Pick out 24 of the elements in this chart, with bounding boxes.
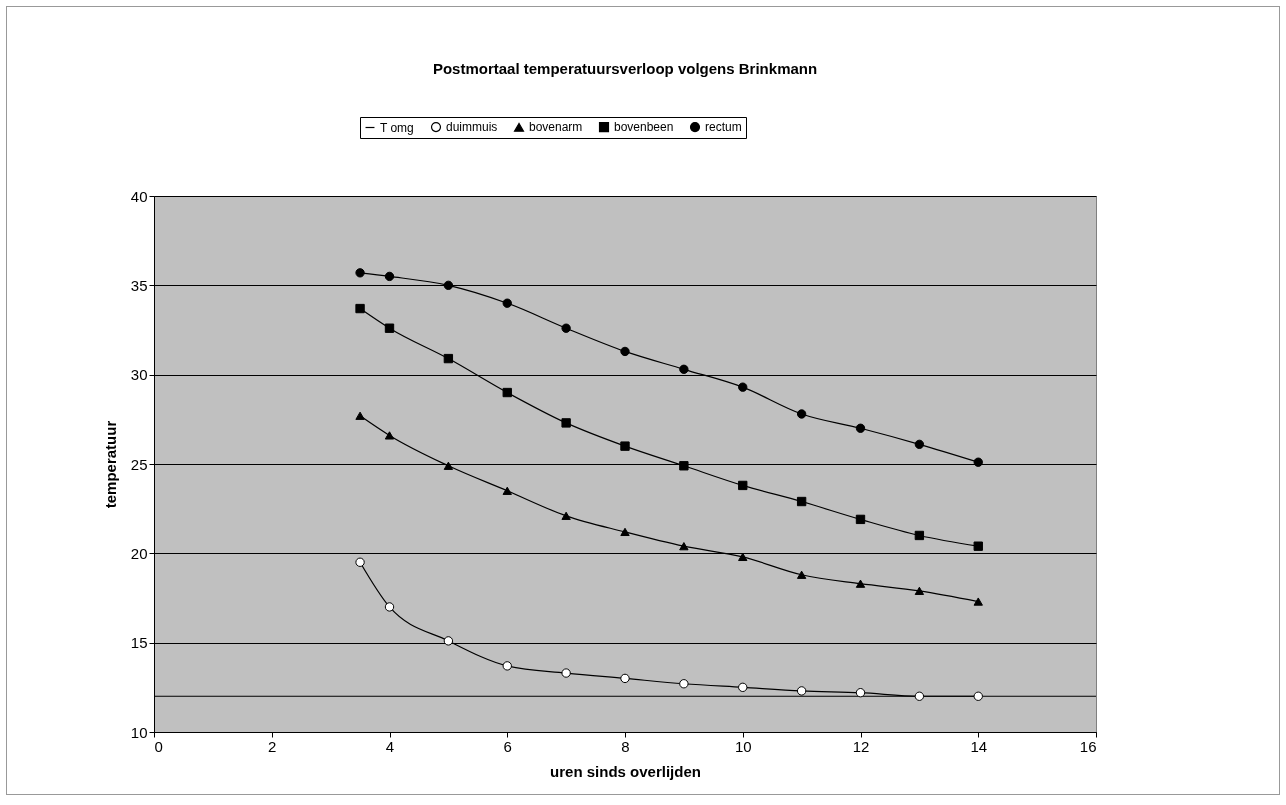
y-tick-label: 25 — [130, 455, 148, 473]
y-axis-title: temperatuur — [101, 420, 119, 509]
y-tick-label: 40 — [130, 187, 148, 205]
x-axis-title: uren sinds overlijden — [550, 762, 701, 780]
legend-label: T omg — [380, 120, 414, 135]
x-tick-label: 16 — [1079, 737, 1097, 755]
y-tick-label: 10 — [130, 723, 148, 741]
y-tick-label: 30 — [130, 366, 148, 384]
y-tick-label: 20 — [130, 544, 148, 562]
legend-label: bovenbeen — [614, 120, 674, 135]
legend-label: duimmuis — [446, 120, 498, 135]
y-tick-label: 15 — [130, 634, 148, 652]
x-tick-label: 14 — [970, 737, 988, 755]
legend-label: rectum — [705, 120, 742, 135]
x-tick-label: 4 — [385, 737, 395, 755]
x-tick-label: 8 — [621, 737, 630, 755]
x-tick-label: 6 — [503, 737, 512, 755]
x-tick-label: 10 — [734, 737, 752, 755]
chart-title: Postmortaal temperatuursverloop volgens Brinkmann — [432, 59, 818, 77]
legend-label: bovenarm — [529, 120, 583, 135]
y-tick-label: 35 — [130, 276, 148, 294]
x-tick-label: 2 — [268, 737, 277, 755]
x-tick-label: 12 — [852, 737, 870, 755]
x-tick-label: 0 — [154, 737, 163, 755]
